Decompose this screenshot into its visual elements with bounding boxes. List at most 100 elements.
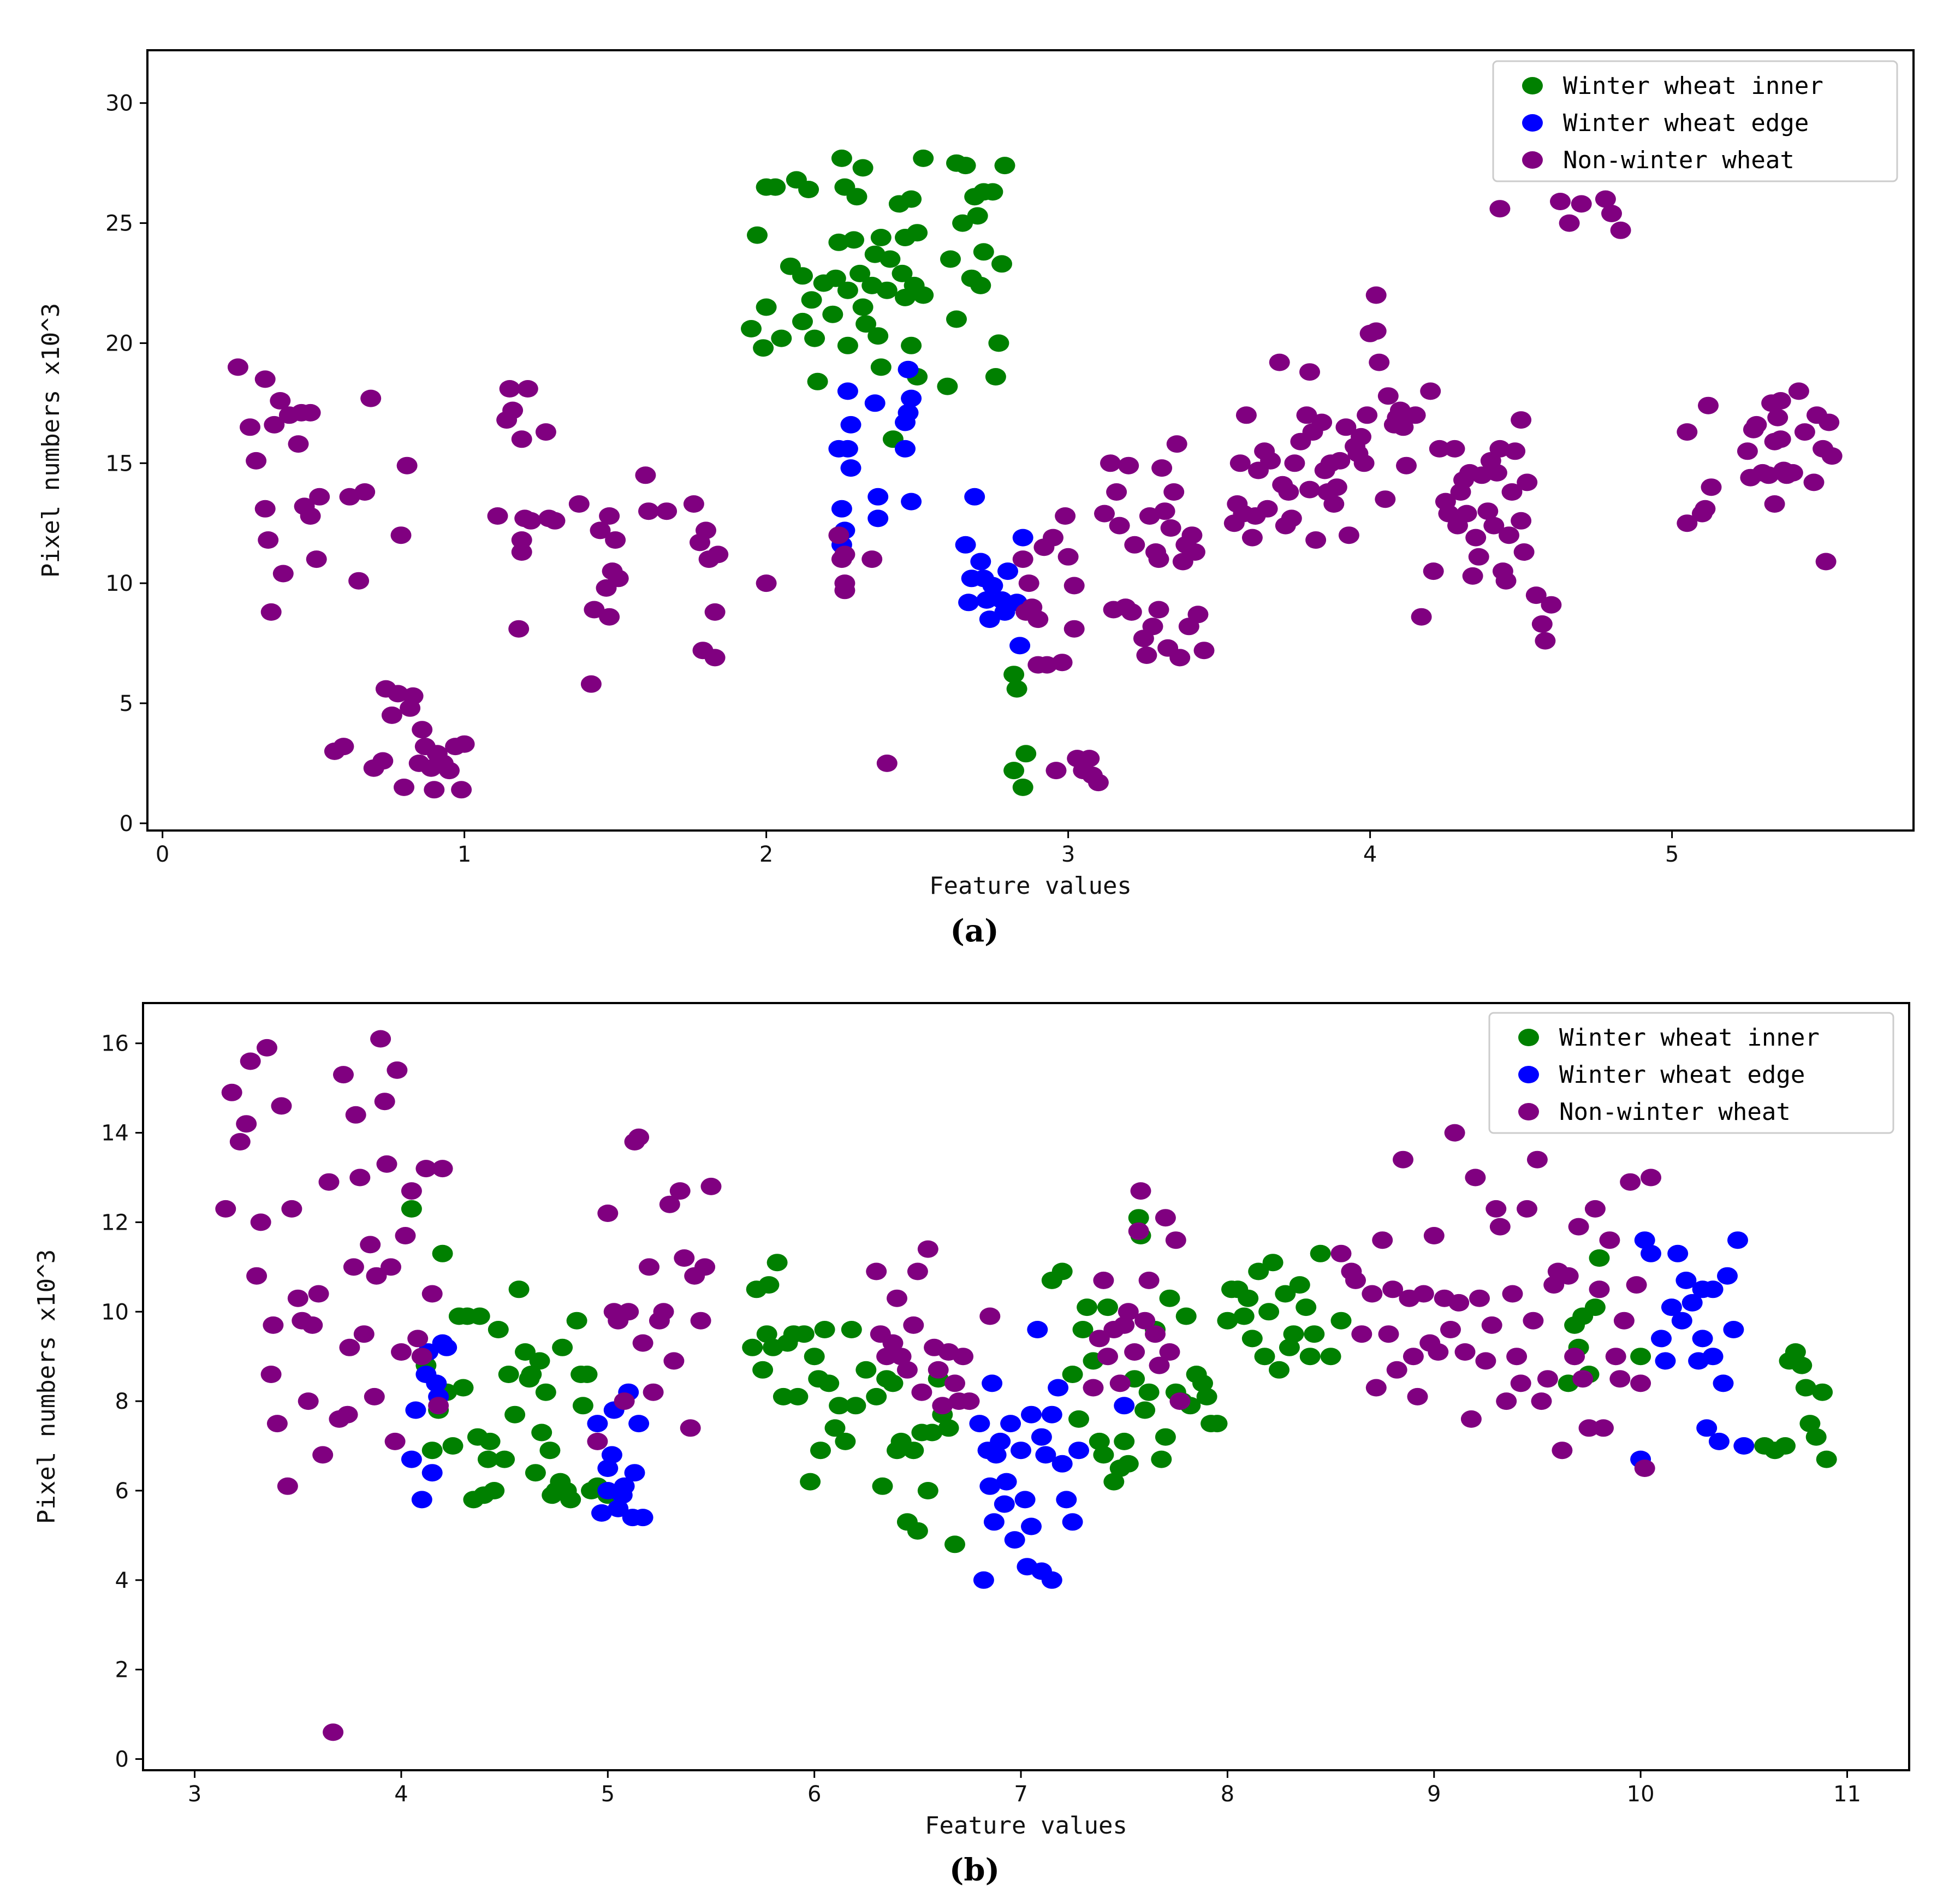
data-point (454, 735, 475, 753)
data-point (391, 1343, 412, 1361)
data-point (1160, 519, 1181, 537)
data-point (1009, 637, 1031, 655)
data-point (366, 1267, 387, 1285)
series-non-winter-wheat-b (215, 1030, 1661, 1741)
x-tick-label: 4 (1363, 842, 1377, 867)
data-point (353, 1325, 375, 1343)
data-point (787, 1387, 809, 1405)
data-point (1072, 1321, 1094, 1338)
data-point (1063, 620, 1085, 638)
y-tick-label: 5 (120, 691, 133, 716)
data-point (837, 382, 858, 400)
data-point (855, 315, 877, 333)
y-tick-label: 0 (120, 811, 133, 837)
data-point (1552, 1442, 1573, 1460)
data-point (840, 416, 861, 434)
y-tick-label: 25 (105, 211, 133, 236)
data-point (1207, 1415, 1228, 1433)
data-point (426, 1374, 447, 1392)
data-point (1667, 1244, 1689, 1262)
data-point (257, 1039, 277, 1057)
data-point (287, 1289, 308, 1307)
data-point (1175, 1307, 1197, 1325)
x-tick-label: 9 (1427, 1782, 1441, 1807)
data-point (814, 1321, 835, 1338)
data-point (1241, 1330, 1263, 1348)
data-point (1351, 1325, 1372, 1343)
data-point (488, 1321, 509, 1338)
data-point (1454, 1343, 1476, 1361)
data-point (946, 310, 967, 328)
data-point (800, 1473, 821, 1491)
plot-frame (142, 1002, 1910, 1771)
data-point (958, 594, 979, 612)
data-point (876, 281, 898, 299)
data-point (1063, 577, 1085, 595)
data-point (1369, 353, 1390, 371)
data-point (479, 1432, 501, 1450)
data-point (421, 1464, 443, 1482)
data-point (756, 298, 777, 316)
data-point (1589, 1280, 1610, 1298)
data-point (1525, 586, 1547, 604)
data-point (922, 1423, 943, 1442)
legend-marker-winter-wheat-inner (1518, 1029, 1539, 1046)
data-point (1114, 1316, 1135, 1334)
data-point (1196, 1387, 1217, 1405)
data-point (901, 190, 922, 208)
data-point (1634, 1460, 1655, 1477)
data-point (953, 1348, 974, 1366)
data-point (339, 1338, 360, 1356)
data-point (552, 1338, 573, 1356)
data-point (1148, 601, 1169, 619)
data-point (498, 1366, 519, 1383)
data-point (1799, 1415, 1821, 1433)
data-point (1284, 454, 1305, 472)
data-point (1330, 1312, 1352, 1330)
data-point (837, 281, 858, 299)
data-point (1537, 1370, 1558, 1388)
legend: Winter wheat inner Winter wheat edge Non-w… (1492, 60, 1898, 182)
data-point (272, 565, 294, 583)
data-point (944, 1535, 965, 1553)
data-point (1589, 1249, 1610, 1267)
data-point (932, 1397, 953, 1415)
data-point (1634, 1231, 1655, 1249)
data-point (411, 1348, 432, 1366)
data-point (258, 531, 279, 549)
data-point (318, 1173, 340, 1191)
data-point (394, 778, 414, 796)
data-point (1543, 1276, 1565, 1294)
data-point (896, 1361, 918, 1379)
data-point (1677, 514, 1698, 532)
data-point (1483, 517, 1505, 535)
data-point (504, 1405, 526, 1423)
data-point (1578, 1419, 1600, 1437)
data-point (577, 1366, 598, 1383)
data-point (1006, 680, 1027, 698)
data-point (973, 243, 994, 261)
data-point (360, 1236, 381, 1254)
data-point (221, 1083, 242, 1101)
data-point (1610, 221, 1631, 239)
data-point (1235, 406, 1257, 424)
data-point (1154, 502, 1175, 520)
data-point (333, 738, 354, 756)
data-point (1496, 1392, 1517, 1410)
data-point (372, 752, 394, 770)
scatter-chart-a: 0 1 2 3 4 5 0 5 10 15 20 25 30 Feature values Pixel nu… (37, 49, 1915, 900)
data-point (742, 1338, 763, 1356)
data-point (1365, 286, 1387, 304)
data-point (442, 1437, 464, 1455)
data-point (1510, 1374, 1531, 1392)
data-point (1375, 490, 1396, 508)
scatter-chart-b: 3 4 5 6 7 8 9 10 11 0 2 4 6 8 10 12 14 16 Feature values Pi… (33, 1002, 1910, 1840)
data-point (525, 1464, 546, 1482)
data-point (1613, 1312, 1635, 1330)
data-point (288, 435, 309, 453)
data-point (323, 1723, 344, 1741)
data-point (876, 1348, 898, 1366)
data-point (544, 512, 566, 530)
data-point (1558, 1267, 1579, 1285)
data-point (898, 404, 919, 422)
